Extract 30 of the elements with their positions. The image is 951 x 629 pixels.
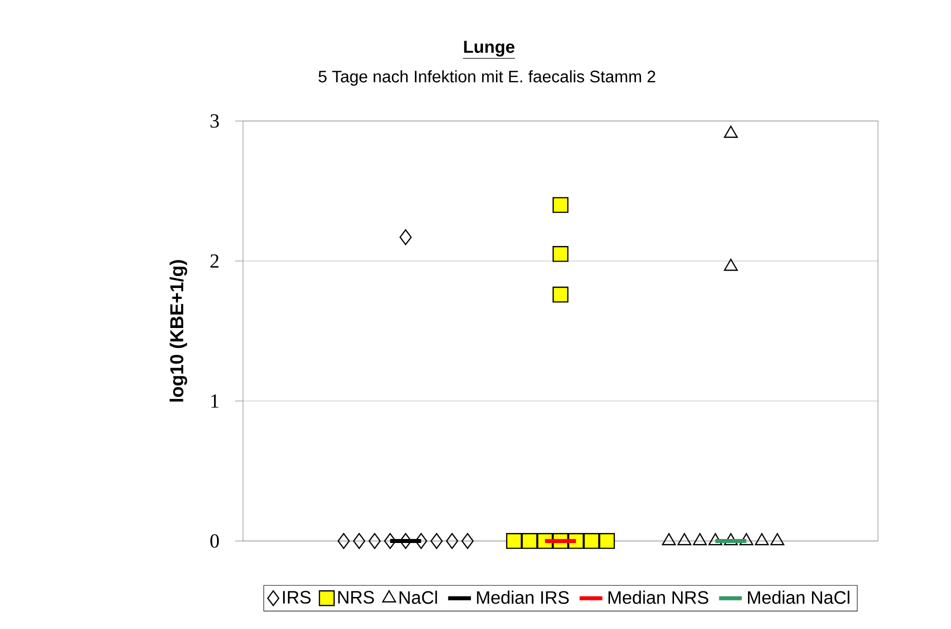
point [415, 533, 428, 549]
point [599, 533, 615, 549]
y-tick-label: 2 [210, 254, 219, 268]
point [430, 533, 443, 549]
point [552, 197, 568, 213]
legend-label: Median NRS [608, 590, 708, 604]
point [552, 286, 568, 303]
y-tick-label: 0 [210, 534, 219, 548]
point [400, 533, 412, 549]
point [353, 533, 366, 549]
legend-label: IRS [283, 590, 311, 604]
point [552, 246, 568, 262]
y-tick-label: 1 [211, 394, 218, 408]
point [461, 533, 474, 549]
point [384, 533, 396, 549]
y-axis-title: log10 (KBE+1/g) [170, 260, 188, 402]
point [338, 533, 350, 549]
point [400, 229, 412, 246]
chart-subtitle: 5 Tage nach Infektion mit E. faecalis Stamm 2 [318, 70, 656, 86]
legend-label: Median IRS [477, 590, 569, 604]
legend-label: Median NaCl [748, 590, 850, 604]
chart-title: Lunge [464, 40, 514, 56]
point [584, 533, 600, 549]
legend-label: NaCl [400, 590, 437, 604]
point [522, 533, 538, 549]
point [446, 533, 458, 549]
point [506, 533, 522, 549]
legend-label: NRS [338, 590, 374, 604]
point [368, 533, 381, 549]
y-tick-label: 3 [210, 114, 219, 128]
